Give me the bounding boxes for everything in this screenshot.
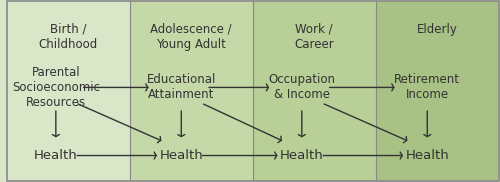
Text: Work /
Career: Work / Career	[294, 23, 334, 51]
Text: Health: Health	[34, 149, 78, 162]
Text: Parental
Socioeconomic
Resources: Parental Socioeconomic Resources	[12, 66, 100, 109]
Text: Educational
Attainment: Educational Attainment	[146, 73, 216, 101]
Text: Birth /
Childhood: Birth / Childhood	[38, 23, 98, 51]
Text: Adolescence /
Young Adult: Adolescence / Young Adult	[150, 23, 232, 51]
Text: Health: Health	[280, 149, 324, 162]
Text: Health: Health	[406, 149, 449, 162]
Text: Health: Health	[160, 149, 203, 162]
Text: Occupation
& Income: Occupation & Income	[268, 73, 336, 101]
Text: Retirement
Income: Retirement Income	[394, 73, 460, 101]
Text: Elderly: Elderly	[416, 23, 458, 36]
Bar	[130, 1, 252, 181]
Bar	[376, 1, 498, 181]
Bar	[252, 1, 376, 181]
Bar	[6, 1, 130, 181]
